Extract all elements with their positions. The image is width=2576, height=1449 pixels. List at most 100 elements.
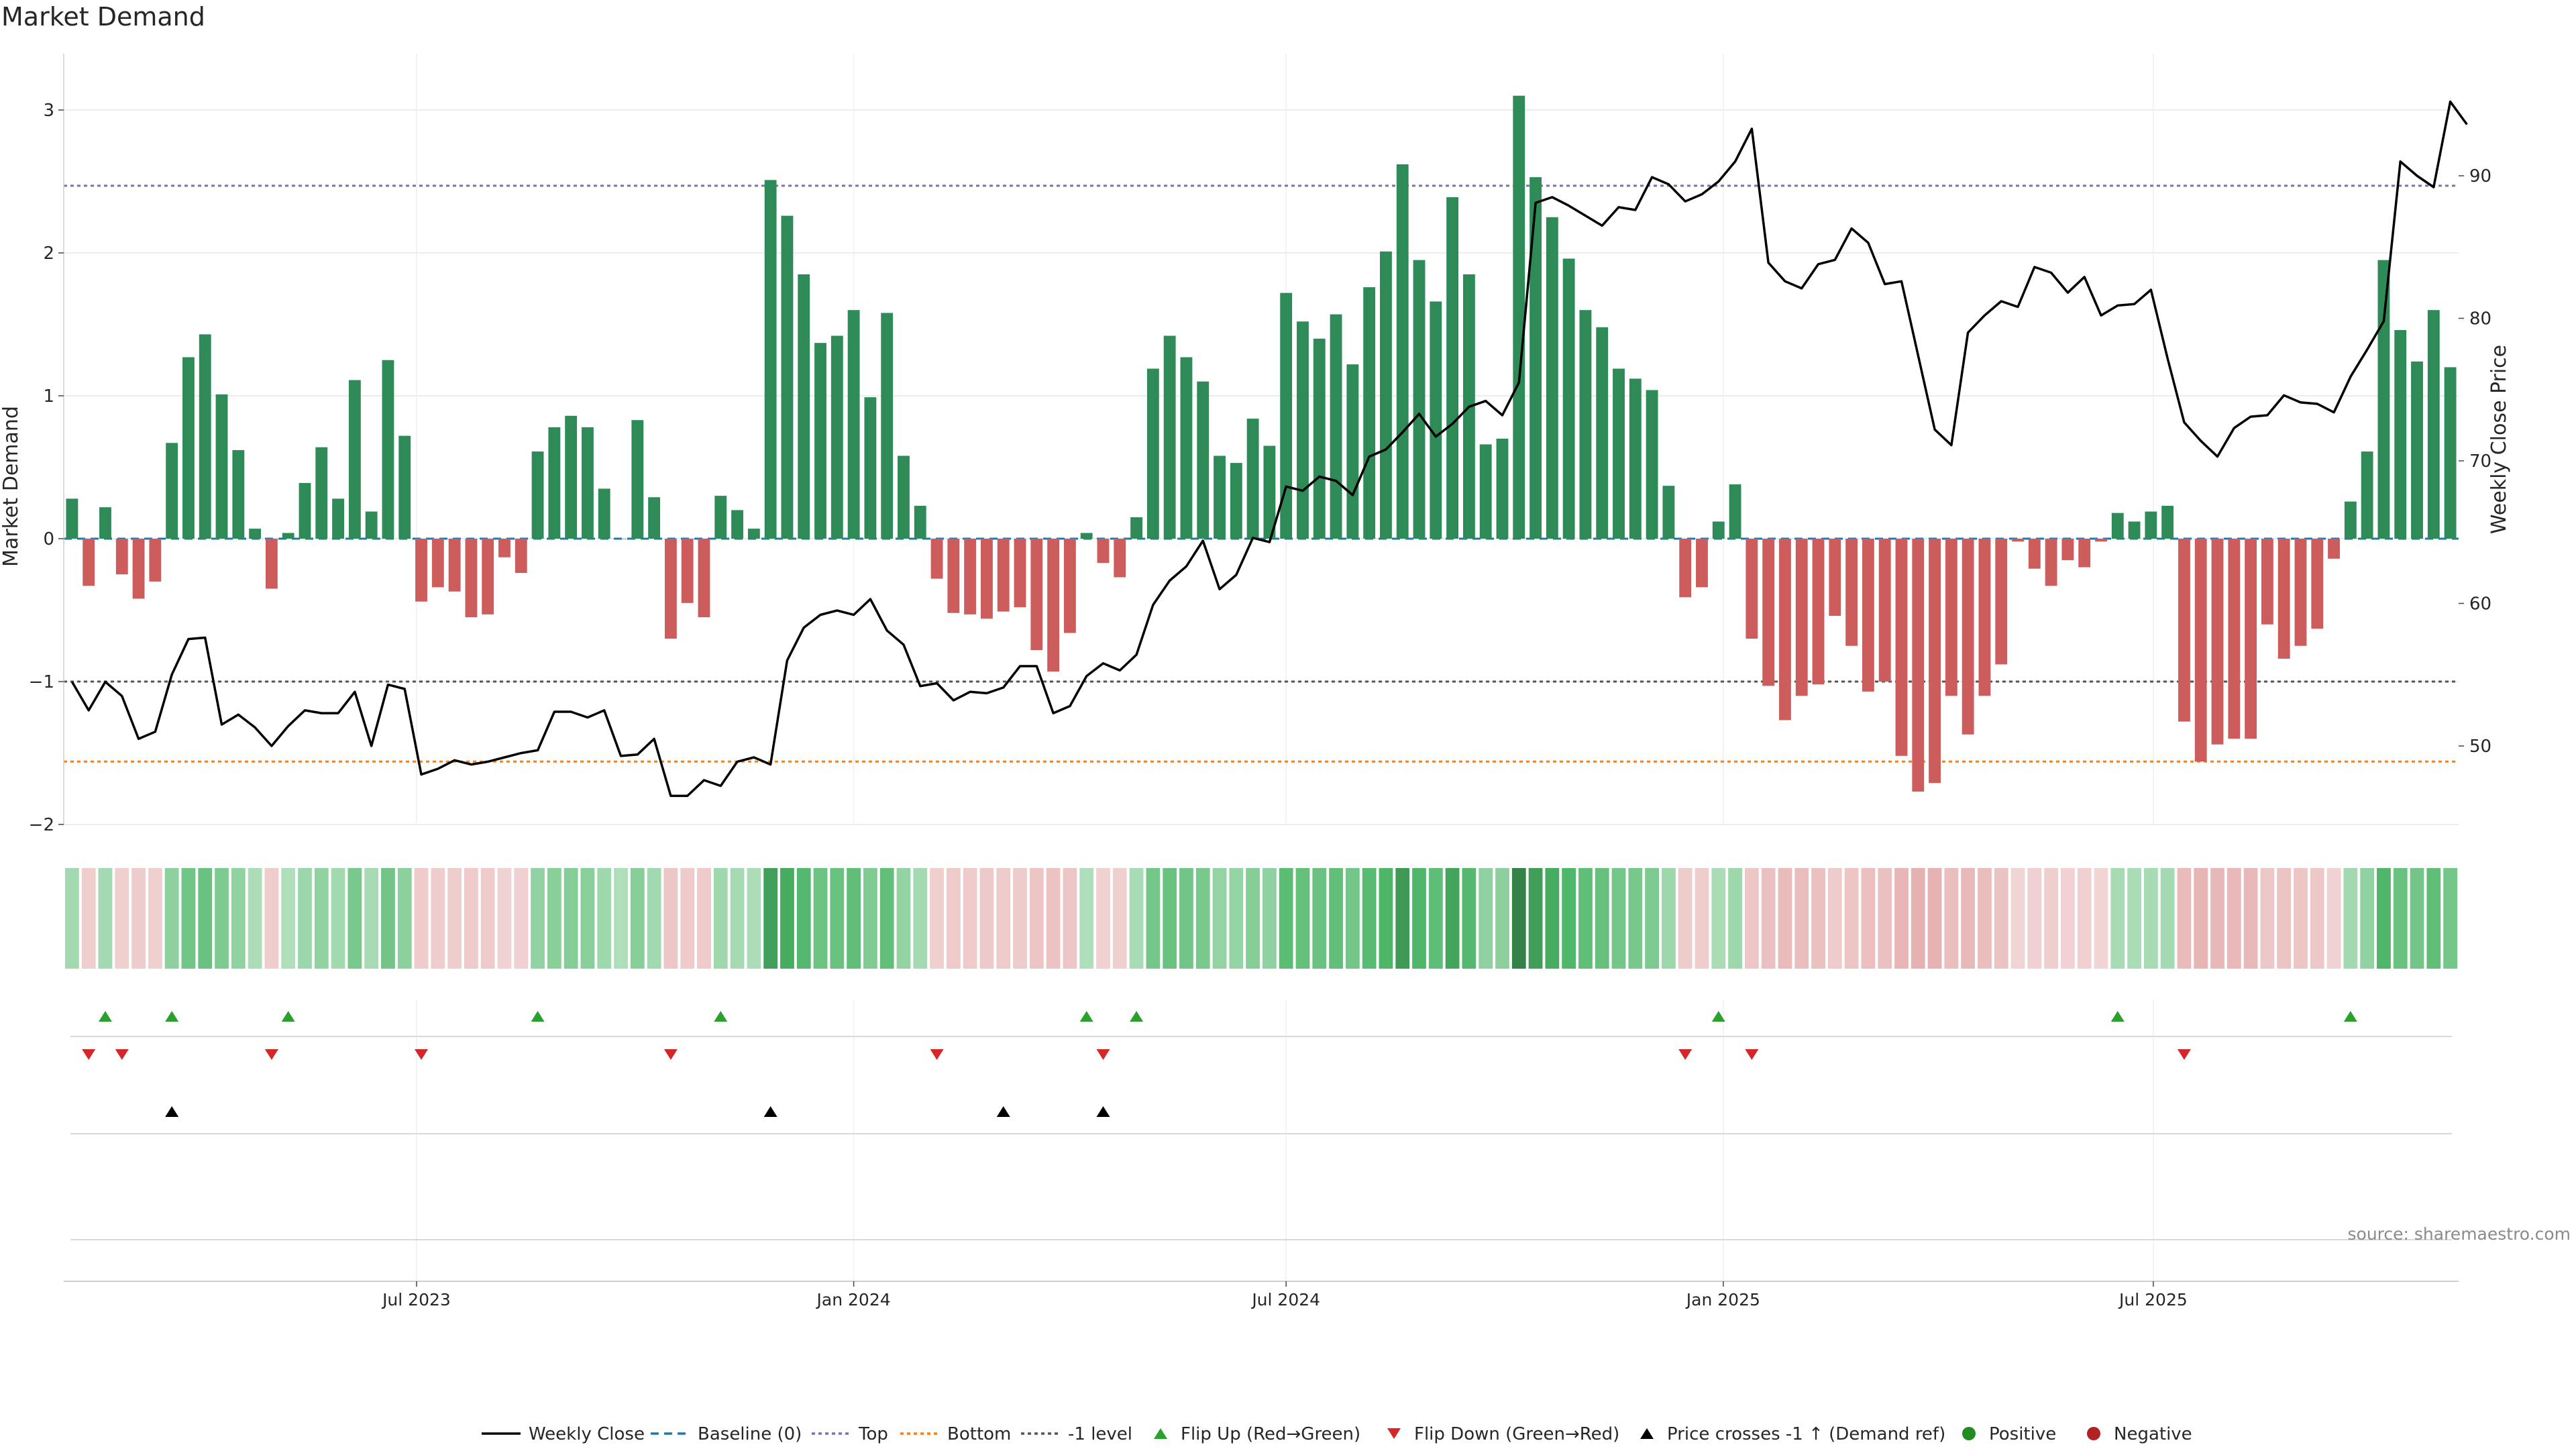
demand-bar (382, 360, 394, 539)
heat-cell (347, 868, 362, 969)
demand-bar (2111, 513, 2124, 539)
demand-bar (348, 380, 361, 539)
demand-bar (1014, 539, 1026, 608)
demand-bar (847, 310, 860, 539)
heat-cell (2310, 868, 2324, 969)
heat-cell (896, 868, 911, 969)
demand-bar (747, 529, 760, 539)
demand-bar (332, 498, 344, 539)
demand-bar (1562, 258, 1575, 539)
y-tick-label: 3 (43, 101, 54, 121)
heat-cell (647, 868, 661, 969)
y-tick-label-right: 90 (2469, 166, 2491, 186)
demand-bar (2328, 539, 2340, 559)
legend-swatch (1962, 1427, 1976, 1440)
heat-cell (1212, 868, 1227, 969)
demand-bar (582, 427, 594, 539)
heat-cell (2010, 868, 2025, 969)
demand-bar (1097, 539, 1110, 564)
heat-cell (2277, 868, 2292, 969)
heat-cell (747, 868, 761, 969)
heat-cell (2393, 868, 2408, 969)
y-tick-label-right: 70 (2469, 451, 2491, 472)
heat-cell (2443, 868, 2457, 969)
heat-cell (1146, 868, 1161, 969)
flip-up-marker (1130, 1011, 1144, 1022)
demand-bar (2128, 521, 2141, 539)
demand-bar (598, 488, 610, 539)
heat-cell (1861, 868, 1876, 969)
heat-cell (364, 868, 379, 969)
heat-cell (148, 868, 162, 969)
heat-cell (1611, 868, 1626, 969)
demand-bar (631, 420, 644, 539)
heat-cell (264, 868, 279, 969)
legend-label: Negative (2114, 1424, 2192, 1444)
demand-bar (415, 539, 427, 602)
heat-cell (547, 868, 561, 969)
price-cross-marker (1096, 1106, 1110, 1117)
demand-bar (1878, 539, 1891, 682)
heat-cell (1495, 868, 1509, 969)
x-tick-label: Jul 2024 (1250, 1290, 1320, 1309)
heat-cell (1961, 868, 1976, 969)
heat-cell (531, 868, 545, 969)
heat-cell (414, 868, 429, 969)
x-tick-label: Jan 2025 (1685, 1290, 1760, 1309)
demand-bar (1380, 251, 1392, 539)
demand-bar (1962, 539, 1974, 735)
demand-bar (1363, 287, 1376, 539)
demand-bar (2261, 539, 2273, 625)
demand-bar (2394, 330, 2407, 539)
heat-cell (164, 868, 179, 969)
heat-cell (2210, 868, 2224, 969)
heat-cell (713, 868, 728, 969)
legend-label: Bottom (947, 1424, 1011, 1444)
demand-bar (1346, 364, 1359, 539)
heat-cell (298, 868, 312, 969)
demand-bar (1114, 539, 1126, 578)
heat-cell (2027, 868, 2042, 969)
heat-cell (680, 868, 695, 969)
demand-bar (448, 539, 461, 592)
heat-cell (1112, 868, 1127, 969)
demand-bar (1845, 539, 1858, 646)
heat-cell (281, 868, 296, 969)
demand-bar (2194, 539, 2207, 762)
heat-cell (1827, 868, 1842, 969)
demand-bar (1130, 517, 1142, 539)
heat-cell (1229, 868, 1244, 969)
heat-cell (1395, 868, 1410, 969)
heat-cell (1379, 868, 1393, 969)
heat-cell (314, 868, 329, 969)
demand-bar (1646, 390, 1658, 539)
heat-cell (2294, 868, 2308, 969)
heat-cell (2360, 868, 2375, 969)
demand-bar (2095, 539, 2107, 542)
demand-bar (2045, 539, 2057, 586)
y-axis-label-left: Market Demand (0, 406, 23, 567)
demand-bar (1080, 533, 1093, 539)
demand-bar (2444, 367, 2457, 539)
legend-label: Top (858, 1424, 888, 1444)
flip-down-marker (663, 1049, 678, 1060)
heat-cell (830, 868, 845, 969)
demand-bar (1030, 539, 1043, 651)
axes: −2 −1 0 1 2 3 50 60 70 80 90 (29, 54, 2491, 835)
heat-cell (2260, 868, 2275, 969)
flip-up-marker (1711, 1011, 1725, 1022)
demand-bar (1795, 539, 1808, 696)
heat-cell (1628, 868, 1643, 969)
y-tick-label: 1 (43, 386, 54, 407)
heat-cell (65, 868, 79, 969)
legend-swatch (1640, 1428, 1654, 1439)
heat-cell (1195, 868, 1210, 969)
flip-down-marker (1096, 1049, 1110, 1060)
demand-bar (1912, 539, 1925, 792)
demand-bar (1978, 539, 1991, 696)
flip-up-marker (98, 1011, 112, 1022)
heat-cell (2326, 868, 2341, 969)
demand-bar (1829, 539, 1841, 616)
demand-bar (2028, 539, 2041, 569)
demand-bar (1180, 357, 1193, 539)
